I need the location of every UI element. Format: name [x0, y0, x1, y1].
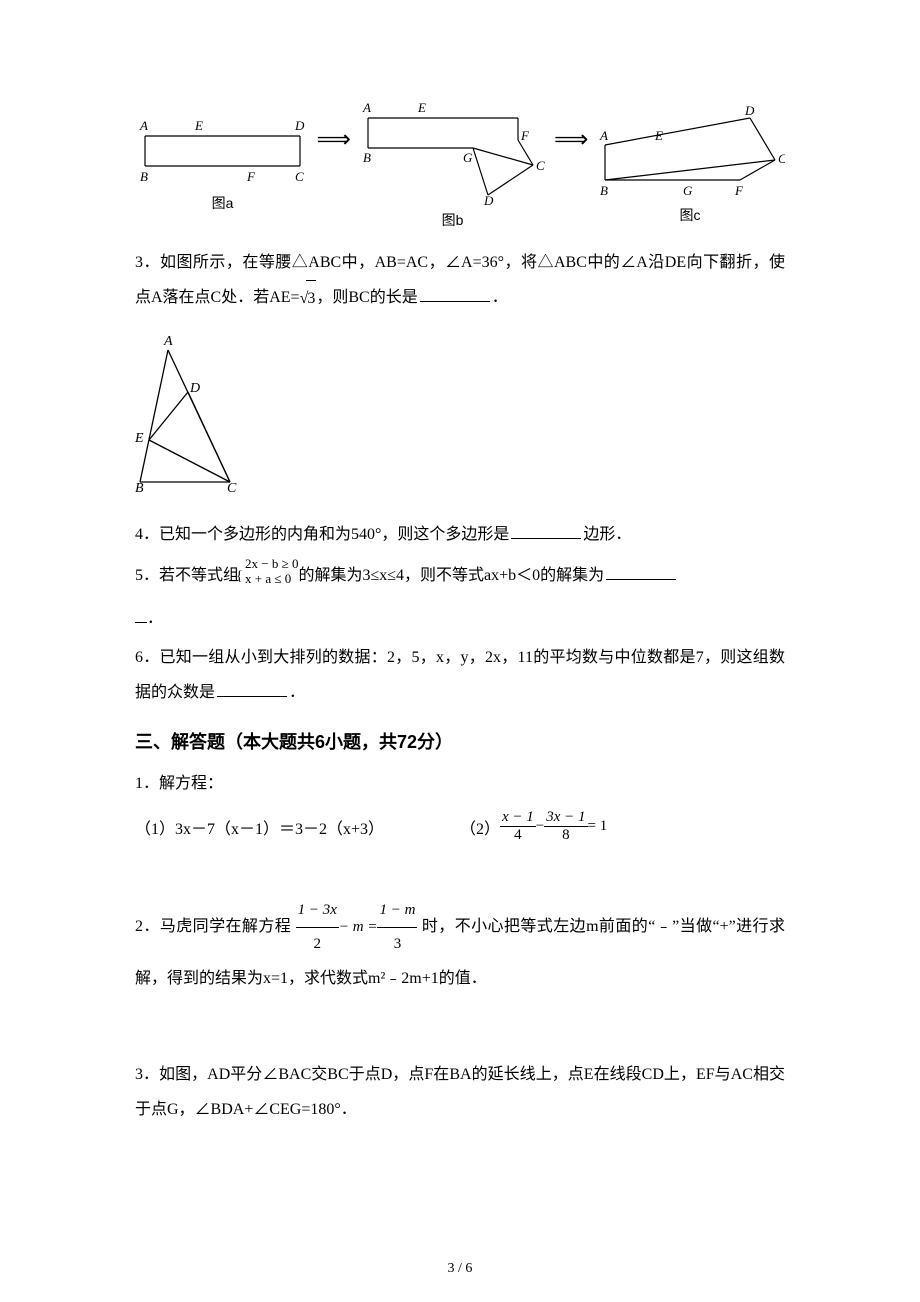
- svg-text:D: D: [744, 105, 755, 118]
- eq2-f1-top: x − 1: [500, 809, 536, 827]
- eq1-body: x－7（x－1）＝3－2（x+3）: [183, 821, 384, 838]
- svg-text:F: F: [246, 169, 256, 184]
- s3q2-f2-top: 1 − m: [377, 894, 417, 928]
- figure-a-label: 图a: [212, 193, 234, 213]
- eq2-f2-bot: 8: [544, 827, 587, 844]
- svg-text:D: D: [294, 118, 305, 133]
- svg-text:G: G: [683, 183, 693, 198]
- section3-q2: 2．马虎同学在解方程 1 − 3x 2 − m = 1 − m 3 时，不小心把…: [135, 894, 785, 996]
- s3q2-mid: − m =: [339, 911, 378, 944]
- q3-text-b: ，则BC的长是: [316, 289, 417, 306]
- page-number: 3 / 6: [0, 1261, 920, 1277]
- triangle-svg: A D E B C: [135, 332, 245, 492]
- eq2-f1-bot: 4: [500, 827, 536, 844]
- q3-text-c: ．: [492, 289, 508, 306]
- question-5: 5．若不等式组 { 2x − b ≥ 0 x + a ≤ 0 的解集为3≤x≤4…: [135, 556, 785, 597]
- equation-1: （1）3x－7（x－1）＝3－2（x+3）: [135, 815, 460, 839]
- eq2-f2-top: 3x − 1: [544, 809, 587, 827]
- svg-text:A: A: [163, 334, 173, 349]
- q5-text-b: 的解集为3≤x≤4，则不等式ax+b＜0的解集为: [298, 567, 604, 584]
- svg-text:B: B: [600, 183, 608, 198]
- q6-blank: [217, 681, 287, 697]
- figure-a-group: A E D B F C 图a: [135, 118, 310, 213]
- section3-q3: 3．如图，AD平分∠BAC交BC于点D，点F在BA的延长线上，点E在线段CD上，…: [135, 1057, 785, 1127]
- section-3-title: 三、解答题（本大题共6小题，共72分）: [135, 728, 785, 754]
- svg-text:C: C: [227, 481, 237, 492]
- q4-text-a: 4．已知一个多边形的内角和为540°，则这个多边形是: [135, 526, 509, 543]
- svg-text:D: D: [483, 193, 494, 205]
- eq2-eq: = 1: [588, 818, 608, 835]
- q4-text-b: 边形．: [583, 526, 631, 543]
- triangle-figure: A D E B C: [135, 332, 785, 497]
- question-6: 6．已知一组从小到大排列的数据：2，5，x，y，2x，11的平均数与中位数都是7…: [135, 640, 785, 710]
- svg-text:E: E: [194, 118, 203, 133]
- q5-ineq-bot: x + a ≤ 0: [245, 571, 298, 587]
- svg-text:C: C: [295, 169, 304, 184]
- q5-text-a: 5．若不等式组: [135, 567, 239, 584]
- svg-text:B: B: [140, 169, 148, 184]
- question-3: 3．如图所示，在等腰△ABC中，AB=AC，∠A=36°，将△ABC中的∠A沿D…: [135, 245, 785, 317]
- q6-text-b: ．: [289, 684, 305, 701]
- q5-text-c: ．: [147, 610, 163, 627]
- svg-text:B: B: [135, 481, 144, 492]
- eq1-label: （1）3: [135, 821, 183, 838]
- question-5-cont: ．: [135, 601, 785, 636]
- sqrt-3: √3: [300, 290, 317, 307]
- equation-2: （2） x − 1 4 − 3x − 1 8 = 1: [460, 809, 785, 844]
- s3q2-a: 2．马虎同学在解方程: [135, 919, 291, 936]
- figure-b-label: 图b: [442, 210, 464, 230]
- arrow-2: ⟹: [549, 125, 593, 154]
- figure-c-label: 图c: [680, 205, 701, 225]
- svg-text:A: A: [139, 118, 148, 133]
- svg-text:F: F: [520, 128, 530, 143]
- q3-blank: [420, 286, 490, 302]
- s3q2-f1-bot: 2: [296, 928, 339, 961]
- svg-text:E: E: [417, 100, 426, 115]
- svg-text:A: A: [599, 128, 608, 143]
- q5-ineq-top: 2x − b ≥ 0: [245, 556, 298, 572]
- solve-1-header: 1．解方程：: [135, 766, 785, 801]
- s3q2-f1-top: 1 − 3x: [296, 894, 339, 928]
- figure-b-svg: A E B G F C D: [358, 100, 548, 205]
- q5-blank-1: [606, 564, 676, 580]
- eq2-minus: −: [536, 818, 544, 835]
- figure-c-svg: D A E C B G F: [595, 105, 785, 200]
- svg-text:B: B: [363, 150, 371, 165]
- question-4: 4．已知一个多边形的内角和为540°，则这个多边形是 边形．: [135, 517, 785, 552]
- figure-row: A E D B F C 图a ⟹ A E B G F: [135, 100, 785, 230]
- eq2-label: （2）: [460, 815, 500, 839]
- figure-c-group: D A E C B G F 图c: [595, 105, 785, 225]
- svg-text:G: G: [463, 150, 473, 165]
- svg-text:A: A: [362, 100, 371, 115]
- q4-blank: [511, 523, 581, 539]
- svg-text:C: C: [778, 151, 785, 166]
- svg-text:F: F: [734, 183, 744, 198]
- figure-b-group: A E B G F C D 图b: [358, 100, 548, 230]
- svg-text:D: D: [189, 381, 200, 396]
- s3q2-f2-bot: 3: [377, 928, 417, 961]
- q5-blank-2: [135, 607, 147, 623]
- svg-text:E: E: [135, 431, 144, 446]
- figure-a-svg: A E D B F C: [135, 118, 310, 188]
- equation-row: （1）3x－7（x－1）＝3－2（x+3） （2） x − 1 4 − 3x −…: [135, 809, 785, 844]
- svg-text:C: C: [536, 158, 545, 173]
- arrow-1: ⟹: [312, 125, 356, 154]
